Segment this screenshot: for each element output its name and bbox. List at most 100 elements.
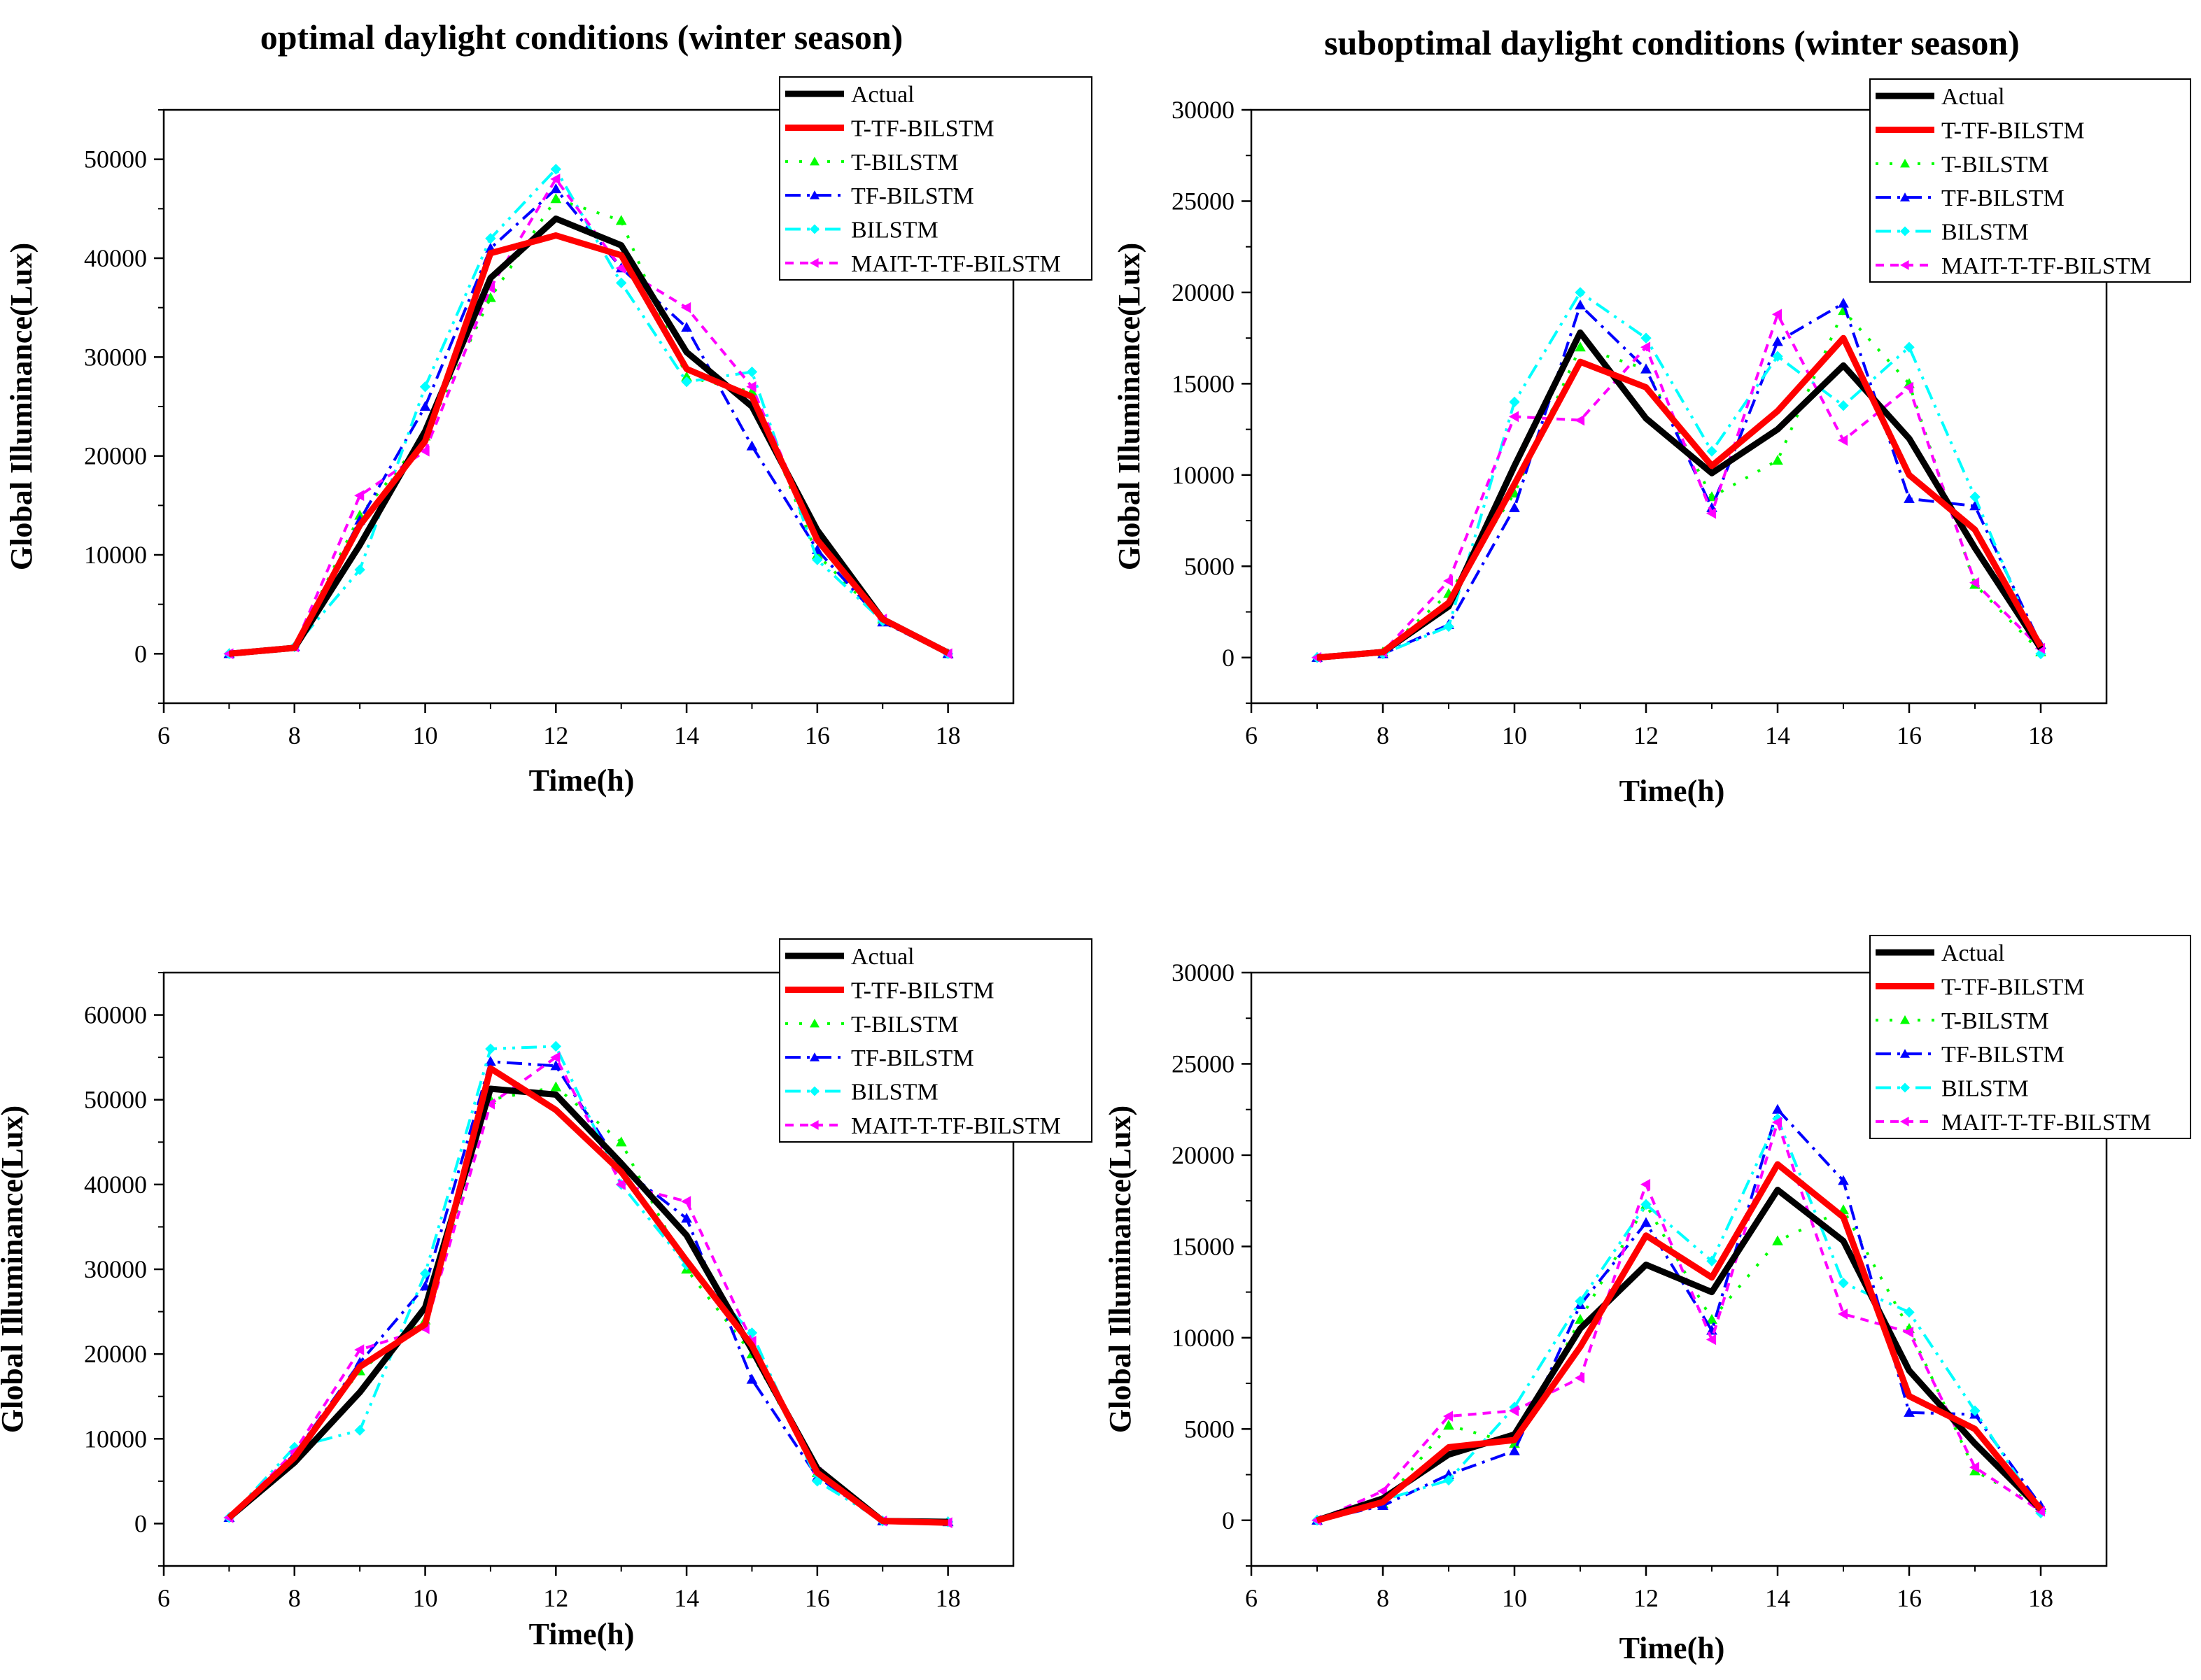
legend-label: T-TF-BILSTM [851,978,994,1004]
data-point [1575,1295,1586,1307]
x-tick-label: 8 [1377,1584,1389,1612]
series-line [1316,334,2044,661]
x-tick-label: 8 [288,1584,301,1612]
data-point [1640,1178,1651,1190]
series-line [228,216,950,657]
data-point [1772,336,1783,346]
data-point [746,440,758,451]
y-tick-label: 20000 [84,442,147,470]
legend-label: MAIT-T-TF-BILSTM [851,1113,1061,1139]
data-point [1508,411,1519,423]
data-point [1904,1306,1915,1318]
data-point [812,1476,823,1487]
data-point [1904,341,1915,353]
series-line [227,1045,948,1523]
chart-panel-3: 6 8 10 12 14 16 18 0 10000 20000 30000 40000 50000 60… [0,938,1092,1651]
data-point [681,302,691,313]
series-t-tf-bilstm [1316,1161,2044,1524]
plot-frame [1250,971,2108,1567]
data-point [746,1374,758,1384]
series-line [1316,1117,2042,1522]
series-line [1316,1203,2041,1522]
data-point [615,1179,626,1190]
y-tick-label: 40000 [84,1171,147,1199]
data-point [354,1344,365,1355]
x-tick-label: 6 [157,721,170,749]
data-point [1706,507,1717,519]
data-point [1574,414,1585,426]
data-point [419,400,431,411]
legend-label: Actual [851,82,915,108]
x-tick-label: 16 [805,721,830,749]
data-point [484,1098,495,1110]
x-tick-label: 10 [413,1584,438,1612]
y-tick-label: 50000 [84,146,147,174]
data-point [550,183,562,194]
y-axis-label: Global Illuminance(Lux) [1112,243,1146,570]
x-tick-label: 16 [1897,721,1922,749]
y-tick-label: 30000 [1172,959,1235,987]
legend-box [779,76,1092,281]
chart-panel-4: 6 8 10 12 14 16 18 0 5000 10000 15000 20000 25000 300… [1103,935,2191,1665]
data-point [615,1136,627,1147]
data-point [615,215,627,225]
x-tick-label: 16 [1897,1584,1922,1612]
data-point [354,490,365,502]
data-point [1706,1334,1717,1346]
data-point [419,1280,431,1291]
legend-box [1869,935,2191,1139]
legend-label: T-TF-BILSTM [1941,118,2085,144]
x-axis-label: Time(h) [1619,774,1725,808]
y-tick-label: 10000 [1172,461,1235,489]
y-tick-label: 0 [1222,1506,1235,1534]
x-tick-label: 8 [288,721,301,749]
series-t-bilstm [223,1081,954,1527]
data-point [485,1043,496,1054]
data-point [1575,1313,1586,1324]
legend: Actual T-TF-BILSTM T-BILSTM TF-BILSTM BILSTM… [1869,935,2191,1139]
data-point [1838,400,1849,411]
y-tick-label: 15000 [1172,1232,1235,1260]
data-point [1509,396,1520,408]
x-tick-label: 18 [936,721,961,749]
y-tick-label: 20000 [84,1340,147,1368]
series-line [1316,1121,2042,1522]
data-point [354,1425,365,1436]
y-tick-label: 0 [134,640,147,668]
x-tick-label: 12 [543,721,568,749]
data-point [1442,575,1454,587]
data-point [419,445,430,457]
plot-frame [1250,108,2108,705]
data-point [550,1081,562,1092]
x-tick-label: 10 [1502,721,1527,749]
data-point [681,321,692,332]
data-point [1640,363,1652,374]
data-point [681,1213,692,1223]
legend-marker [1900,158,1910,168]
data-point [1509,1445,1520,1455]
legend-label: Actual [851,944,915,970]
data-point [1772,1235,1783,1245]
x-tick-label: 8 [1377,721,1389,749]
series-line [1316,1187,2044,1524]
y-tick-label: 10000 [84,541,147,569]
series-line [229,167,949,656]
legend-box [1869,78,2191,283]
legend-label: BILSTM [851,1080,938,1106]
data-point [746,366,758,378]
series-line [1316,290,2042,659]
legend-marker [1900,1015,1910,1024]
data-point [1575,341,1586,352]
y-tick-label: 25000 [1172,1050,1235,1078]
series-line [228,232,950,657]
data-point [1771,309,1782,320]
data-point [1969,1405,1981,1416]
data-point [550,193,562,204]
legend-label: BILSTM [851,218,938,243]
series-line [1316,1161,2044,1524]
data-point [550,174,561,185]
legend-marker [1900,192,1910,202]
legend: Actual T-TF-BILSTM T-BILSTM TF-BILSTM BILSTM… [779,76,1092,281]
legend-marker [1900,1049,1910,1058]
data-point [1706,1313,1717,1324]
